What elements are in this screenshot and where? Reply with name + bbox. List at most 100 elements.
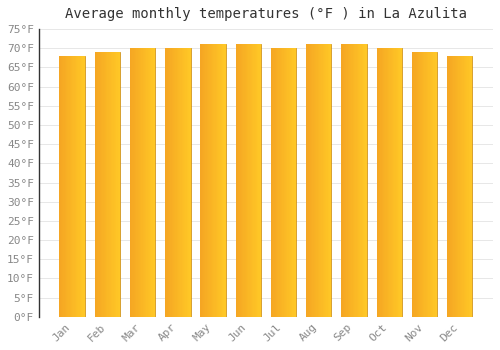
Bar	[71, 56, 72, 317]
Bar	[281, 48, 282, 317]
Bar	[130, 48, 131, 317]
Bar	[78, 56, 80, 317]
Bar	[352, 44, 354, 317]
Bar	[451, 56, 452, 317]
Bar	[214, 44, 216, 317]
Bar	[168, 48, 169, 317]
Bar	[376, 48, 402, 317]
Bar	[260, 44, 261, 317]
Bar	[460, 56, 461, 317]
Bar	[326, 44, 328, 317]
Bar	[202, 44, 203, 317]
Bar	[364, 44, 366, 317]
Bar	[306, 44, 332, 317]
Bar	[70, 56, 71, 317]
Bar	[84, 56, 85, 317]
Bar	[236, 44, 261, 317]
Bar	[130, 48, 156, 317]
Bar	[101, 52, 102, 317]
Bar	[461, 56, 462, 317]
Bar	[470, 56, 471, 317]
Bar	[218, 44, 220, 317]
Bar	[285, 48, 286, 317]
Bar	[311, 44, 312, 317]
Bar	[342, 44, 366, 317]
Bar	[118, 52, 119, 317]
Bar	[179, 48, 180, 317]
Bar	[222, 44, 223, 317]
Bar	[448, 56, 450, 317]
Bar	[310, 44, 311, 317]
Bar	[102, 52, 104, 317]
Bar	[288, 48, 290, 317]
Bar	[208, 44, 210, 317]
Bar	[363, 44, 364, 317]
Bar	[68, 56, 70, 317]
Bar	[140, 48, 141, 317]
Bar	[394, 48, 396, 317]
Bar	[256, 44, 257, 317]
Title: Average monthly temperatures (°F ) in La Azulita: Average monthly temperatures (°F ) in La…	[65, 7, 467, 21]
Bar	[277, 48, 278, 317]
Bar	[378, 48, 379, 317]
Bar	[146, 48, 148, 317]
Bar	[452, 56, 454, 317]
Bar	[431, 52, 432, 317]
Bar	[432, 52, 434, 317]
Bar	[224, 44, 226, 317]
Bar	[134, 48, 135, 317]
Bar	[382, 48, 383, 317]
Bar	[447, 56, 472, 317]
Bar	[64, 56, 66, 317]
Bar	[465, 56, 466, 317]
Bar	[246, 44, 247, 317]
Bar	[393, 48, 394, 317]
Bar	[244, 44, 246, 317]
Bar	[112, 52, 114, 317]
Bar	[278, 48, 280, 317]
Bar	[240, 44, 242, 317]
Bar	[295, 48, 296, 317]
Bar	[100, 52, 101, 317]
Bar	[250, 44, 251, 317]
Bar	[188, 48, 190, 317]
Bar	[174, 48, 176, 317]
Bar	[97, 52, 98, 317]
Bar	[456, 56, 457, 317]
Bar	[111, 52, 112, 317]
Bar	[471, 56, 472, 317]
Bar	[292, 48, 294, 317]
Bar	[282, 48, 284, 317]
Bar	[116, 52, 117, 317]
Bar	[213, 44, 214, 317]
Bar	[81, 56, 82, 317]
Bar	[397, 48, 398, 317]
Bar	[236, 44, 237, 317]
Bar	[119, 52, 120, 317]
Bar	[110, 52, 111, 317]
Bar	[379, 48, 380, 317]
Bar	[424, 52, 426, 317]
Bar	[430, 52, 431, 317]
Bar	[398, 48, 400, 317]
Bar	[325, 44, 326, 317]
Bar	[238, 44, 240, 317]
Bar	[350, 44, 352, 317]
Bar	[468, 56, 470, 317]
Bar	[417, 52, 418, 317]
Bar	[136, 48, 138, 317]
Bar	[60, 56, 85, 317]
Bar	[346, 44, 348, 317]
Bar	[154, 48, 156, 317]
Bar	[345, 44, 346, 317]
Bar	[165, 48, 190, 317]
Bar	[139, 48, 140, 317]
Bar	[200, 44, 226, 317]
Bar	[60, 56, 62, 317]
Bar	[434, 52, 436, 317]
Bar	[165, 48, 166, 317]
Bar	[98, 52, 100, 317]
Bar	[291, 48, 292, 317]
Bar	[178, 48, 179, 317]
Bar	[223, 44, 224, 317]
